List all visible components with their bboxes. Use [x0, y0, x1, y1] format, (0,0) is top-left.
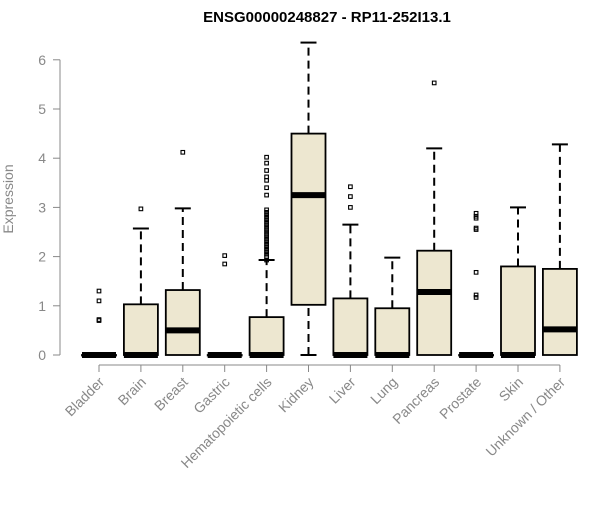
outlier-point: [473, 295, 479, 300]
outlier-point: [348, 205, 353, 210]
box-iqr: [290, 132, 327, 306]
outlier-point: [222, 261, 228, 267]
box-iqr: [164, 289, 201, 356]
outlier-point: [264, 219, 269, 225]
outlier-point: [264, 229, 269, 235]
outlier-point: [264, 174, 269, 180]
outlier-point: [473, 269, 479, 275]
box-group: [416, 80, 453, 356]
outlier-point: [473, 210, 479, 216]
outlier-point: [264, 209, 269, 215]
outlier-point: [222, 253, 228, 258]
outlier-point: [264, 251, 269, 257]
outlier-point: [96, 298, 102, 304]
outlier-point: [264, 249, 269, 255]
outlier-point: [264, 244, 269, 250]
box-group: [290, 41, 327, 356]
y-tick-label: 1: [38, 298, 46, 314]
box-group: [500, 206, 536, 358]
box-iqr: [542, 267, 578, 356]
outlier-point: [264, 246, 269, 252]
x-tick-label: Breast: [151, 374, 191, 414]
outlier-point: [264, 224, 269, 230]
outlier-point: [264, 227, 269, 232]
x-tick-label: Liver: [326, 374, 359, 407]
y-tick-label: 6: [38, 52, 46, 68]
x-tick-label: Skin: [496, 374, 527, 405]
outlier-point: [264, 154, 269, 160]
x-tick-label: Kidney: [275, 374, 317, 416]
outlier-point: [431, 80, 437, 86]
outlier-point: [264, 214, 269, 220]
outlier-point: [96, 288, 102, 294]
x-tick-label: Lung: [367, 374, 400, 407]
x-tick-label: Bladder: [62, 374, 108, 420]
y-tick-label: 5: [38, 101, 46, 117]
y-tick-label: 3: [38, 199, 46, 215]
box-group: [332, 184, 369, 358]
outlier-point: [264, 185, 269, 191]
outlier-point: [348, 194, 353, 199]
box-iqr: [500, 265, 536, 356]
outlier-point: [96, 317, 102, 322]
y-axis-label: Expression: [0, 164, 16, 233]
y-tick-label: 2: [38, 249, 46, 265]
outlier-point: [264, 212, 269, 218]
outlier-point: [138, 206, 144, 212]
x-tick-label: Brain: [115, 374, 149, 408]
box-iqr: [123, 303, 159, 356]
plot-area: [81, 41, 578, 358]
outlier-point: [264, 254, 269, 259]
x-tick-label: Unknown / Other: [482, 374, 568, 460]
box-group: [458, 210, 495, 358]
outlier-point: [264, 192, 269, 198]
outlier-point: [473, 292, 479, 298]
box-group: [248, 154, 285, 358]
x-tick-label: Pancreas: [389, 374, 442, 427]
box-group: [542, 143, 578, 356]
outlier-point: [264, 239, 269, 245]
outlier-point: [264, 217, 269, 223]
outlier-point: [264, 241, 269, 247]
box-iqr: [416, 249, 453, 356]
box-group: [206, 253, 243, 358]
box-group: [374, 256, 411, 358]
chart-title: ENSG00000248827 - RP11-252I13.1: [203, 9, 451, 26]
box-iqr: [374, 307, 411, 356]
outlier-point: [264, 207, 269, 213]
outlier-point: [473, 213, 479, 219]
x-tick-label: Prostate: [436, 374, 484, 422]
outlier-point: [348, 184, 353, 190]
box-group: [164, 149, 201, 356]
outlier-point: [473, 225, 479, 231]
y-tick-label: 0: [38, 347, 46, 363]
box-iqr: [248, 316, 285, 356]
box-group: [81, 288, 117, 358]
outlier-point: [264, 234, 269, 240]
outlier-point: [264, 160, 269, 166]
box-group: [123, 206, 159, 358]
outlier-point: [264, 232, 269, 237]
outlier-point: [264, 168, 269, 173]
outlier-point: [264, 222, 269, 227]
outlier-point: [264, 237, 269, 242]
box-iqr: [332, 297, 369, 356]
y-axis: 0 1 2 3 4 5 6: [38, 52, 61, 363]
y-tick-label: 4: [38, 150, 46, 166]
outlier-point: [180, 149, 186, 155]
